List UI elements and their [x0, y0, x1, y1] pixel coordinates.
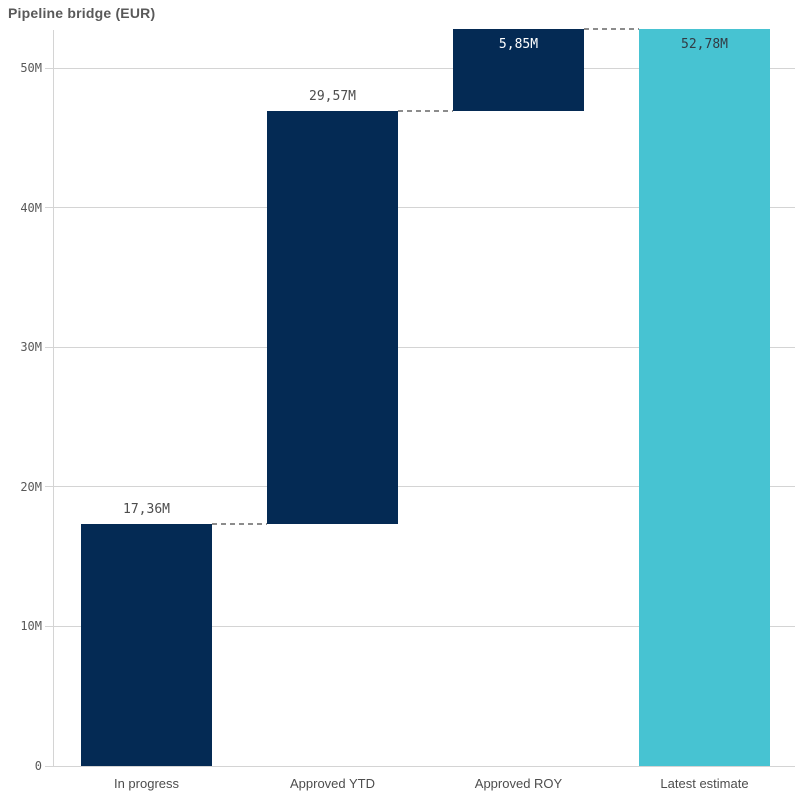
- gridline-40M: [45, 207, 795, 209]
- x-category-label-2: Approved ROY: [474, 776, 563, 791]
- bar-approved-ytd[interactable]: [267, 110, 398, 524]
- y-tick-label-50M: 50M: [20, 61, 42, 75]
- value-label-1: 29,57M: [309, 88, 356, 104]
- connector-2: [584, 28, 639, 31]
- y-tick-label-20M: 20M: [20, 479, 42, 494]
- bar-in-progress[interactable]: [81, 523, 212, 766]
- x-category-label-1: Approved YTD: [289, 776, 376, 791]
- connector-1: [398, 109, 453, 112]
- bar-approved-roy[interactable]: [453, 29, 584, 111]
- bar-latest-estimate[interactable]: [639, 29, 770, 766]
- gridline-30M: [45, 346, 795, 348]
- value-label-0: 17,36M: [123, 501, 170, 517]
- connector-0: [212, 522, 267, 525]
- y-tick-label-40M: 40M: [20, 200, 42, 215]
- y-tick-label-0: 0: [34, 759, 42, 773]
- chart-title: Pipeline bridge (EUR): [8, 5, 156, 21]
- gridline-20M: [45, 486, 795, 488]
- x-category-label-0: In progress: [113, 776, 180, 791]
- gridline-0: [45, 765, 795, 767]
- y-tick-label-30M: 30M: [20, 340, 42, 355]
- gridline-10M: [45, 625, 795, 627]
- y-axis-line: [53, 30, 54, 766]
- y-tick-label-10M: 10M: [20, 619, 42, 634]
- x-category-label-3: Latest estimate: [660, 776, 749, 791]
- gridline-50M: [45, 67, 795, 69]
